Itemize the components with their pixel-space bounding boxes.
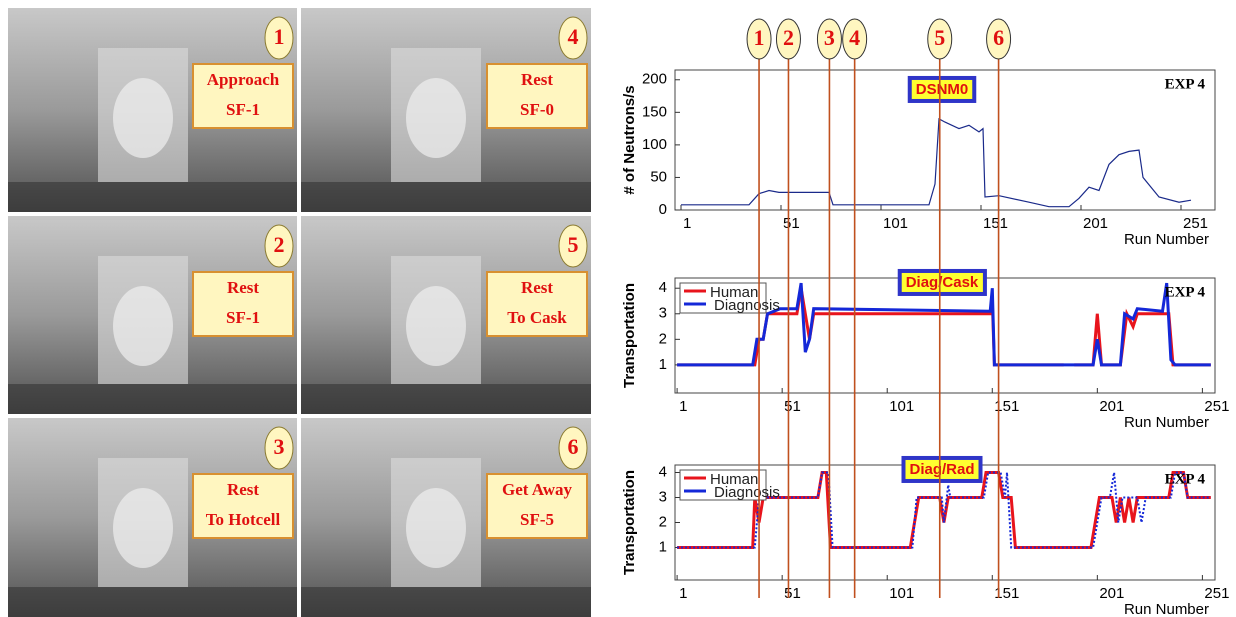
chart-note: EXP 4 xyxy=(1165,471,1206,487)
panel-label: SF-1 xyxy=(226,100,260,119)
panel-label: To Cask xyxy=(507,308,567,327)
panel-label: SF-0 xyxy=(520,100,554,119)
panel-label: Get Away xyxy=(502,480,573,499)
photo-panel: 1 Approach SF-1 xyxy=(8,8,297,212)
photo-detail xyxy=(8,384,297,414)
x-axis-label: Run Number xyxy=(1124,414,1209,431)
photo-detail xyxy=(301,587,591,617)
chart-note: EXP 4 xyxy=(1165,76,1206,92)
photo-panel: 4 Rest SF-0 xyxy=(301,8,591,212)
x-tick-label: 51 xyxy=(783,215,800,232)
y-axis-label: Transportation xyxy=(621,470,638,575)
y-tick-label: 100 xyxy=(642,136,667,153)
data-line xyxy=(681,119,1191,207)
photo-detail xyxy=(301,182,591,212)
event-label: 5 xyxy=(934,25,945,50)
y-axis-label: # of Neutrons/s xyxy=(621,85,638,194)
panel-number: 4 xyxy=(568,24,579,49)
x-tick-label: 1 xyxy=(679,398,687,415)
x-tick-label: 251 xyxy=(1183,215,1208,232)
y-tick-label: 4 xyxy=(659,279,667,296)
photo-detail xyxy=(113,78,173,158)
photo-detail xyxy=(406,488,466,568)
y-tick-label: 1 xyxy=(659,538,667,555)
photo-detail xyxy=(406,78,466,158)
y-tick-label: 3 xyxy=(659,305,667,322)
x-tick-label: 251 xyxy=(1204,585,1229,602)
photo-panel: 6 Get Away SF-5 xyxy=(301,418,591,617)
chart-title: Diag/Cask xyxy=(906,274,979,291)
panel-number: 1 xyxy=(274,24,285,49)
panel-label: SF-5 xyxy=(520,510,554,529)
x-tick-label: 1 xyxy=(679,585,687,602)
event-label: 6 xyxy=(993,25,1004,50)
panel-label: Rest xyxy=(521,278,553,297)
photo-detail xyxy=(406,286,466,366)
photo-detail xyxy=(8,182,297,212)
y-axis-label: Transportation xyxy=(621,283,638,388)
y-tick-label: 4 xyxy=(659,463,667,480)
panel-number: 3 xyxy=(274,434,285,459)
photo-panel: 3 Rest To Hotcell xyxy=(8,418,297,617)
photo-detail xyxy=(113,488,173,568)
photo-panel: 5 Rest To Cask xyxy=(301,216,591,414)
panel-label: Rest xyxy=(521,70,553,89)
y-tick-label: 2 xyxy=(659,330,667,347)
event-label: 2 xyxy=(783,25,794,50)
x-tick-label: 1 xyxy=(683,215,691,232)
photo-detail xyxy=(113,286,173,366)
y-tick-label: 200 xyxy=(642,71,667,88)
x-axis-label: Run Number xyxy=(1124,231,1209,248)
legend-label: Diagnosis xyxy=(714,484,780,501)
panel-number: 5 xyxy=(568,232,579,257)
x-tick-label: 101 xyxy=(889,585,914,602)
panel-label: To Hotcell xyxy=(206,510,281,529)
panel-label: Approach xyxy=(207,70,280,89)
legend-label: Diagnosis xyxy=(714,297,780,314)
x-tick-label: 101 xyxy=(883,215,908,232)
figure: 1 Approach SF-1 4 Rest SF-0 2 Rest SF-1 5 Rest To C… xyxy=(0,0,1236,617)
chart-note: EXP 4 xyxy=(1165,284,1206,300)
chart-title: Diag/Rad xyxy=(909,461,974,478)
x-tick-label: 201 xyxy=(1099,585,1124,602)
x-tick-label: 101 xyxy=(889,398,914,415)
panel-label: Rest xyxy=(227,278,259,297)
event-label: 3 xyxy=(824,25,835,50)
panel-number: 6 xyxy=(568,434,579,459)
x-tick-label: 201 xyxy=(1083,215,1108,232)
event-label: 4 xyxy=(849,25,860,50)
chart-title: DSNM0 xyxy=(916,81,969,98)
x-tick-label: 251 xyxy=(1204,398,1229,415)
x-tick-label: 51 xyxy=(784,398,801,415)
y-tick-label: 0 xyxy=(659,201,667,218)
photo-detail xyxy=(8,587,297,617)
x-axis-label: Run Number xyxy=(1124,601,1209,617)
event-label: 1 xyxy=(754,25,765,50)
y-tick-label: 1 xyxy=(659,356,667,373)
y-tick-label: 2 xyxy=(659,513,667,530)
x-tick-label: 151 xyxy=(983,215,1008,232)
x-tick-label: 201 xyxy=(1099,398,1124,415)
panel-label: SF-1 xyxy=(226,308,260,327)
photo-panel: 2 Rest SF-1 xyxy=(8,216,297,414)
y-tick-label: 3 xyxy=(659,488,667,505)
y-tick-label: 150 xyxy=(642,103,667,120)
y-tick-label: 50 xyxy=(650,168,667,185)
panel-number: 2 xyxy=(274,232,285,257)
x-tick-label: 51 xyxy=(784,585,801,602)
photo-detail xyxy=(301,384,591,414)
panel-label: Rest xyxy=(227,480,259,499)
